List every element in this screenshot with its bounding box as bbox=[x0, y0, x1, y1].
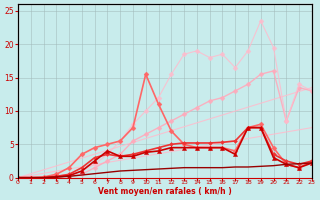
X-axis label: Vent moyen/en rafales ( km/h ): Vent moyen/en rafales ( km/h ) bbox=[98, 187, 232, 196]
